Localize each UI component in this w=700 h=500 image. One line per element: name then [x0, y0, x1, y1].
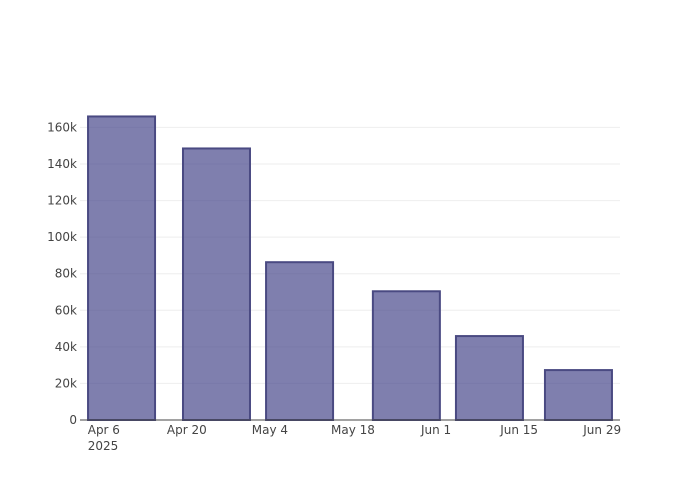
- y-tick-label: 140k: [47, 157, 77, 171]
- bar: [87, 115, 157, 421]
- y-tick-label: 0: [69, 413, 77, 427]
- bar: [265, 261, 335, 421]
- x-tick-label: Apr 20: [167, 423, 207, 437]
- y-tick-label: 120k: [47, 194, 77, 208]
- bar: [454, 335, 524, 421]
- x-tick-label: Jun 29: [582, 423, 621, 437]
- y-tick-label: 100k: [47, 230, 77, 244]
- y-tick-label: 60k: [55, 303, 77, 317]
- bar: [371, 290, 441, 422]
- bar: [181, 147, 251, 421]
- x-tick-label: May 18: [331, 423, 375, 437]
- y-tick-label: 20k: [55, 376, 77, 390]
- y-tick-label: 40k: [55, 340, 77, 354]
- x-tick-label: Jun 15: [499, 423, 538, 437]
- y-tick-label: 80k: [55, 267, 77, 281]
- x-tick-label: Apr 6 2025: [88, 423, 120, 453]
- x-tick-label: Jun 1: [420, 423, 451, 437]
- y-tick-label: 160k: [47, 120, 77, 134]
- x-tick-label: May 4: [252, 423, 288, 437]
- bar: [543, 369, 613, 421]
